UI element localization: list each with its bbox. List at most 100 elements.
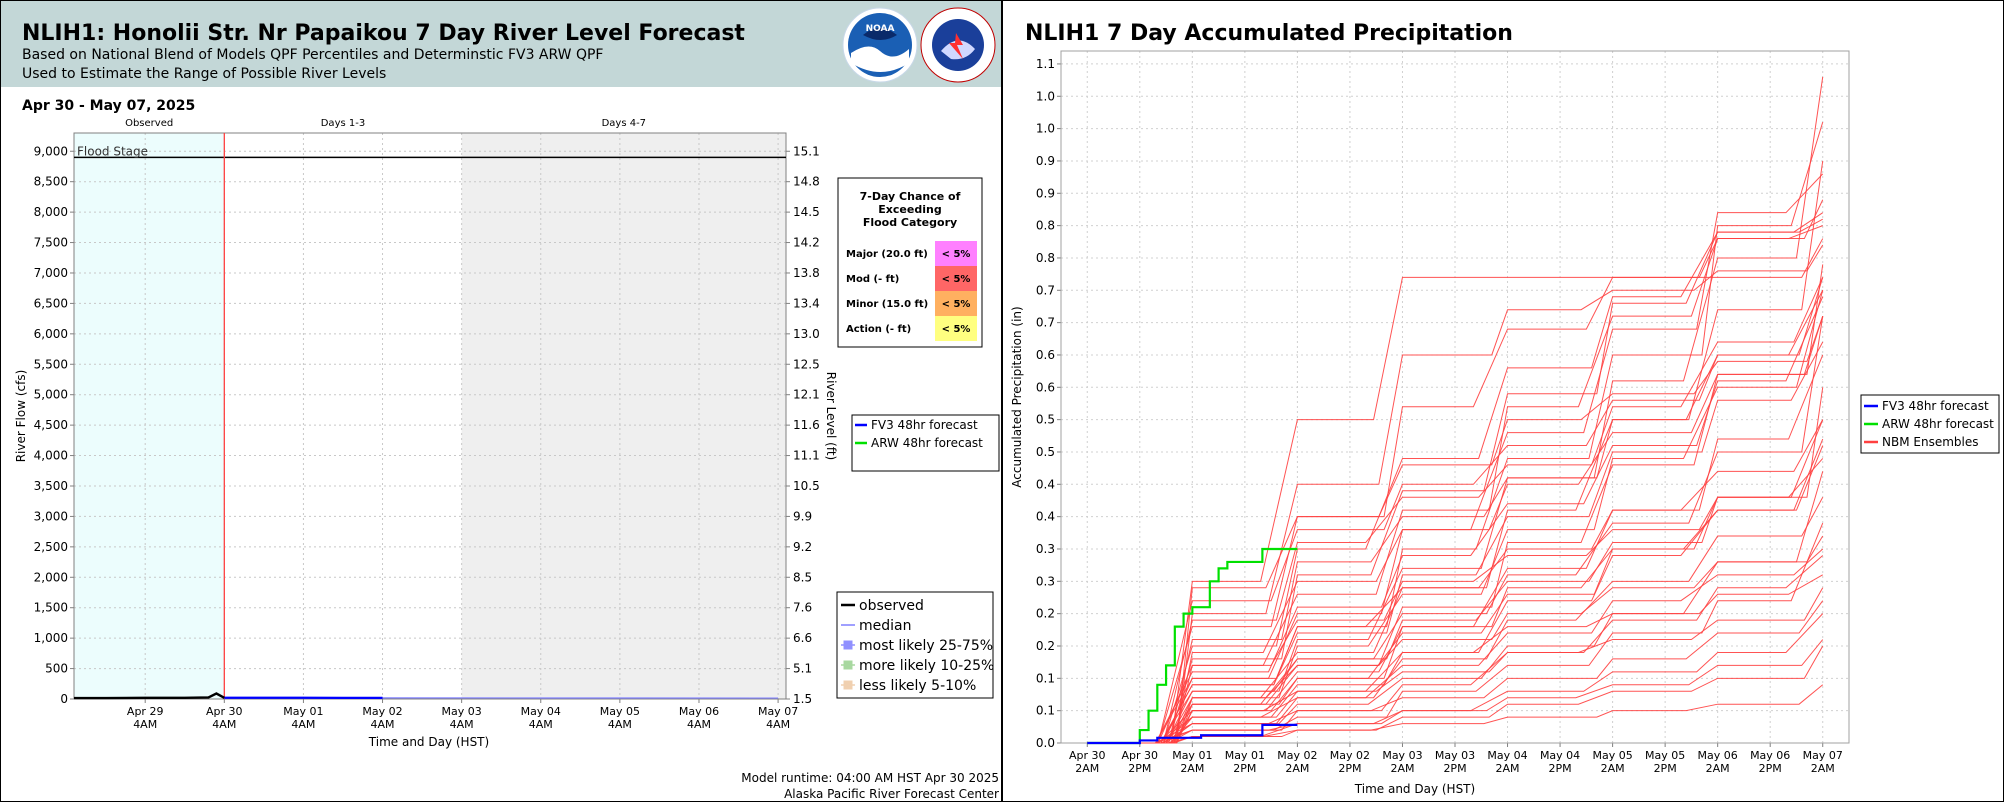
x-tick-label-day: May 06 bbox=[679, 705, 719, 718]
y-tick-label: 0.2 bbox=[1036, 639, 1055, 653]
plot-frame bbox=[73, 132, 787, 700]
precip-legend-label: FV3 48hr forecast bbox=[1882, 399, 1989, 413]
y-axis-label: Accumulated Precipitation (in) bbox=[1010, 306, 1024, 487]
model-runtime: Model runtime: 04:00 AM HST Apr 30 2025 bbox=[741, 771, 999, 785]
x-tick-label-day: May 05 bbox=[1645, 749, 1685, 762]
y-right-tick-label: 12.1 bbox=[793, 388, 820, 402]
nbm-ensemble-member bbox=[1087, 645, 1824, 744]
y-tick-label: 1,500 bbox=[34, 601, 68, 615]
nbm-ensemble-member bbox=[1087, 419, 1824, 744]
y-right-tick-label: 14.5 bbox=[793, 205, 820, 219]
y-tick-label: 1.0 bbox=[1036, 89, 1055, 103]
x-tick-label-time: 2AM bbox=[1180, 762, 1204, 775]
y-right-tick-label: 13.0 bbox=[793, 327, 820, 341]
x-tick-label-time: 2PM bbox=[1128, 762, 1151, 775]
stats-legend-label: observed bbox=[859, 598, 924, 614]
stats-legend-label: more likely 10-25% bbox=[859, 658, 994, 674]
x-tick-label-day: Apr 29 bbox=[127, 705, 164, 718]
y-tick-label: 0.6 bbox=[1036, 380, 1055, 394]
x-tick-label-time: 2AM bbox=[1075, 762, 1099, 775]
x-tick-label-time: 4AM bbox=[212, 718, 236, 731]
y-tick-label: 2,000 bbox=[34, 570, 68, 584]
nbm-ensemble-member bbox=[1087, 497, 1824, 744]
y-tick-label: 6,500 bbox=[34, 296, 68, 310]
nbm-ensemble-member bbox=[1087, 535, 1824, 744]
logos: NOAA bbox=[842, 7, 996, 83]
y-tick-label: 7,500 bbox=[34, 236, 68, 250]
x-tick-label-time: 2PM bbox=[1443, 762, 1466, 775]
y-tick-label: 9,000 bbox=[34, 144, 68, 158]
nbm-ensemble-member bbox=[1087, 315, 1824, 744]
x-tick-label-time: 2AM bbox=[1601, 762, 1625, 775]
exceedance-row-swatch bbox=[935, 291, 977, 316]
x-tick-label-day: May 04 bbox=[521, 705, 561, 718]
exceedance-row-value: < 5% bbox=[942, 249, 971, 260]
x-tick-label-day: Apr 30 bbox=[1122, 749, 1159, 762]
nbm-ensemble-member bbox=[1087, 419, 1824, 744]
national-weather-service-logo bbox=[920, 7, 996, 83]
x-tick-label-day: May 03 bbox=[442, 705, 482, 718]
x-tick-label-day: May 03 bbox=[1435, 749, 1475, 762]
y-right-tick-label: 13.4 bbox=[793, 296, 820, 310]
header-banner: NLIH1: Honolii Str. Nr Papaikou 7 Day Ri… bbox=[1, 1, 1001, 87]
stats-legend-box bbox=[843, 660, 853, 670]
x-tick-label-time: 2PM bbox=[1338, 762, 1361, 775]
period-label-days-4-7: Days 4-7 bbox=[602, 118, 646, 129]
stats-legend-label: less likely 5-10% bbox=[859, 678, 976, 694]
y-tick-label: 4,000 bbox=[34, 449, 68, 463]
noaa-logo: NOAA bbox=[842, 7, 918, 83]
x-tick-label-day: May 06 bbox=[1698, 749, 1738, 762]
y-tick-label: 0.0 bbox=[1036, 736, 1055, 750]
y-tick-label: 0.3 bbox=[1036, 542, 1055, 556]
x-tick-label-day: May 03 bbox=[1382, 749, 1422, 762]
exceedance-row-label: Minor (15.0 ft) bbox=[846, 299, 928, 310]
stats-legend-box bbox=[843, 680, 853, 690]
x-axis-label: Time and Day (HST) bbox=[368, 735, 489, 749]
x-tick-label-day: May 07 bbox=[1803, 749, 1843, 762]
y-tick-label: 500 bbox=[45, 662, 68, 676]
nbm-ensemble-member bbox=[1087, 296, 1824, 744]
svg-text:NOAA: NOAA bbox=[866, 24, 895, 34]
y-tick-label: 4,500 bbox=[34, 418, 68, 432]
y-tick-label: 7,000 bbox=[34, 266, 68, 280]
y-tick-label: 0.1 bbox=[1036, 671, 1055, 685]
precip-chart: 0.0 0.1 0.1 0.2 0.2 0.3 0.3 0.4 0.4 0.5 0.5 0.6 0.6 0… bbox=[1010, 50, 2000, 796]
y-right-tick-label: 14.8 bbox=[793, 175, 820, 189]
forecast-legend-label: FV3 48hr forecast bbox=[871, 418, 978, 432]
x-tick-label-time: 4AM bbox=[450, 718, 474, 731]
nbm-ensemble-member bbox=[1087, 639, 1824, 744]
period-label-days-1-3: Days 1-3 bbox=[321, 118, 365, 129]
y-tick-label: 5,500 bbox=[34, 357, 68, 371]
y-right-tick-label: 10.5 bbox=[793, 479, 820, 493]
y-tick-label: 0.4 bbox=[1036, 477, 1055, 491]
y-tick-label: 0.5 bbox=[1036, 445, 1055, 459]
x-tick-label-day: May 05 bbox=[600, 705, 640, 718]
series-fv3-48hr-forecast bbox=[1087, 723, 1298, 745]
y-right-tick-label: 11.6 bbox=[793, 418, 820, 432]
page-title: NLIH1: Honolii Str. Nr Papaikou 7 Day Ri… bbox=[22, 21, 745, 46]
nbm-ensemble-member bbox=[1087, 458, 1824, 744]
precip-legend bbox=[1860, 394, 2000, 454]
flood-stage-label: Flood Stage bbox=[77, 144, 148, 158]
y-tick-label: 0.8 bbox=[1036, 219, 1055, 233]
y-tick-label: 0.6 bbox=[1036, 348, 1055, 362]
x-tick-label-day: May 02 bbox=[1277, 749, 1317, 762]
y-right-tick-label: 7.6 bbox=[793, 601, 812, 615]
subtitle-line-2: Used to Estimate the Range of Possible R… bbox=[22, 66, 387, 82]
precip-panel: NLIH1 7 Day Accumulated Precipitation 0.… bbox=[1002, 0, 2004, 802]
stats-legend-box bbox=[843, 640, 853, 650]
nbm-ensemble-member bbox=[1087, 600, 1824, 744]
x-tick-label-time: 2AM bbox=[1496, 762, 1520, 775]
nbm-ensemble-member bbox=[1087, 445, 1824, 744]
x-tick-label-time: 4AM bbox=[608, 718, 632, 731]
x-tick-label-day: May 01 bbox=[1225, 749, 1265, 762]
exceedance-row-value: < 5% bbox=[942, 324, 971, 335]
y-tick-label: 3,500 bbox=[34, 479, 68, 493]
stats-legend-label: most likely 25-75% bbox=[859, 638, 993, 654]
y-right-tick-label: 14.2 bbox=[793, 236, 820, 250]
x-tick-label-time: 2AM bbox=[1706, 762, 1730, 775]
exceedance-row-label: Mod (- ft) bbox=[846, 274, 899, 285]
x-tick-label-day: May 04 bbox=[1540, 749, 1580, 762]
y-tick-label: 5,000 bbox=[34, 388, 68, 402]
y-tick-label: 0.5 bbox=[1036, 413, 1055, 427]
